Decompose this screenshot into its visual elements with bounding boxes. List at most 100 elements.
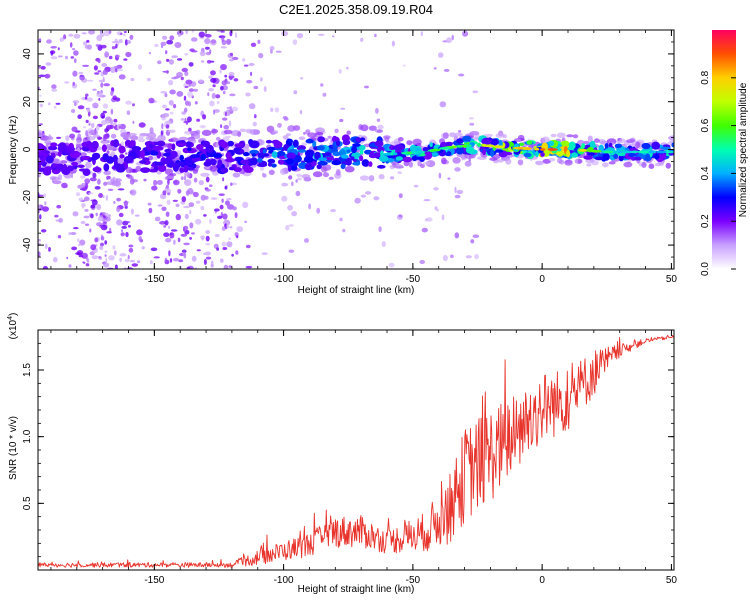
spectrogram-band-blob bbox=[157, 164, 167, 172]
spectrogram-noise-speckle bbox=[254, 114, 257, 119]
spectrogram-noise-speckle bbox=[70, 56, 75, 59]
spectrogram-noise-speckle bbox=[183, 175, 187, 181]
spectrogram-noise-speckle bbox=[222, 213, 228, 220]
spectrogram-noise-speckle bbox=[301, 142, 308, 146]
spectrogram-noise-speckle bbox=[38, 65, 41, 69]
spectrogram-noise-speckle bbox=[281, 182, 289, 187]
spectrogram-noise-speckle bbox=[116, 219, 123, 226]
spectrogram-noise-speckle bbox=[154, 43, 159, 48]
spectrogram-noise-speckle bbox=[172, 179, 180, 186]
spectrogram-band-blob bbox=[444, 152, 451, 156]
spectrogram-noise-speckle bbox=[180, 233, 187, 237]
spectrogram-halo-speckle bbox=[84, 178, 91, 185]
spectrogram-noise-speckle bbox=[377, 124, 384, 130]
spectrogram-noise-speckle bbox=[121, 229, 123, 233]
spectrogram-band-blob bbox=[227, 140, 235, 147]
spectrogram-noise-speckle bbox=[84, 44, 89, 49]
spectrogram-halo-speckle bbox=[102, 136, 107, 141]
spectrogram-noise-speckle bbox=[124, 152, 128, 155]
spectrogram-band-blob bbox=[482, 148, 486, 156]
spectrogram-core-blob bbox=[431, 148, 441, 152]
spectrogram-band-blob bbox=[324, 152, 332, 157]
spectrogram-noise-speckle bbox=[40, 65, 46, 70]
spectrogram-noise-speckle bbox=[94, 237, 99, 243]
spectrogram-noise-speckle bbox=[44, 74, 50, 79]
spectrogram-noise-speckle bbox=[157, 204, 163, 207]
colorbar-gradient bbox=[712, 30, 736, 269]
spectrogram-noise-speckle bbox=[398, 214, 403, 218]
spectrogram-noise-speckle bbox=[340, 107, 346, 110]
spectrogram-band-blob bbox=[200, 153, 206, 161]
spectrogram-noise-speckle bbox=[101, 63, 108, 67]
spectrogram-noise-speckle bbox=[161, 44, 164, 49]
spectrogram-band-blob bbox=[331, 160, 342, 166]
spectrogram-band-blob bbox=[490, 149, 495, 157]
spectrogram-band-blob bbox=[455, 146, 464, 155]
spectrogram-band-blob bbox=[285, 158, 295, 165]
spectrogram-noise-speckle bbox=[48, 247, 51, 252]
spectrogram-noise-speckle bbox=[82, 64, 90, 67]
spectrogram-noise-speckle bbox=[45, 62, 52, 66]
spectrogram-noise-speckle bbox=[85, 130, 89, 137]
spectrogram-noise-speckle bbox=[73, 33, 81, 39]
spectrogram-noise-speckle bbox=[177, 188, 182, 194]
spectrogram-noise-speckle bbox=[82, 41, 88, 46]
spectrogram-noise-speckle bbox=[199, 125, 206, 129]
spectrogram-noise-speckle bbox=[186, 116, 192, 123]
spectrogram-band-blob bbox=[249, 140, 260, 149]
spectrogram-noise-speckle bbox=[230, 52, 233, 56]
spectrogram-noise-speckle bbox=[423, 199, 431, 202]
spectrogram-noise-speckle bbox=[295, 190, 301, 197]
spectrogram-noise-speckle bbox=[102, 103, 109, 109]
spectrogram-noise-speckle bbox=[95, 212, 98, 217]
spectrogram-noise-speckle bbox=[205, 243, 211, 246]
spectrogram-band-blob bbox=[44, 166, 52, 172]
spectrogram-noise-speckle bbox=[381, 241, 386, 248]
spectrogram-noise-speckle bbox=[191, 37, 198, 42]
spectrogram-band-blob bbox=[171, 143, 176, 151]
spectrogram-halo-speckle bbox=[184, 130, 192, 135]
spectrogram-noise-speckle bbox=[281, 195, 288, 202]
spectrogram-halo-speckle bbox=[316, 132, 324, 136]
spectrogram-core-blob bbox=[393, 152, 398, 156]
spectrogram-noise-speckle bbox=[64, 81, 70, 84]
spectrogram-noise-speckle bbox=[447, 177, 451, 180]
spectrogram-noise-speckle bbox=[214, 208, 220, 212]
spectrogram-halo-speckle bbox=[420, 163, 425, 169]
spectrogram-noise-speckle bbox=[43, 193, 46, 198]
spectrogram-noise-speckle bbox=[77, 105, 85, 110]
spectrogram-halo-speckle bbox=[87, 136, 96, 141]
spectrogram-noise-speckle bbox=[165, 237, 172, 243]
spectrogram-noise-speckle bbox=[55, 136, 62, 139]
spectrogram-noise-speckle bbox=[121, 141, 124, 147]
snr-series-line bbox=[38, 334, 674, 568]
spectrogram-noise-speckle bbox=[41, 229, 47, 233]
y-tick-label: -20 bbox=[22, 190, 33, 205]
spectrogram-noise-speckle bbox=[270, 107, 274, 113]
spectrogram-noise-speckle bbox=[112, 123, 117, 125]
spectrogram-noise-speckle bbox=[220, 46, 227, 49]
spectrogram-halo-speckle bbox=[368, 125, 377, 131]
spectrogram-noise-speckle bbox=[117, 188, 125, 191]
spectrogram-noise-speckle bbox=[99, 245, 104, 250]
spectrogram-band-blob bbox=[101, 144, 107, 153]
x-tick-label: 0 bbox=[539, 274, 545, 285]
spectrogram-noise-speckle bbox=[183, 252, 187, 259]
spectrogram-band-blob bbox=[296, 145, 306, 151]
spectrogram-halo-speckle bbox=[586, 163, 592, 167]
spectrogram-noise-speckle bbox=[198, 31, 205, 38]
spectrogram-band-blob bbox=[526, 140, 533, 145]
spectrogram-noise-speckle bbox=[125, 231, 129, 238]
spectrogram-halo-speckle bbox=[548, 157, 556, 162]
spectrogram-noise-speckle bbox=[109, 118, 114, 125]
spectrogram-band-blob bbox=[82, 168, 91, 176]
spectrogram-noise-speckle bbox=[210, 39, 217, 44]
spectrogram-noise-speckle bbox=[98, 98, 101, 101]
spectrogram-halo-speckle bbox=[577, 159, 582, 164]
spectrogram-noise-speckle bbox=[101, 115, 105, 119]
spectrogram-band-blob bbox=[265, 139, 273, 144]
spectrogram-noise-speckle bbox=[243, 64, 249, 67]
spectrogram-band-blob bbox=[359, 149, 364, 155]
spectrogram-noise-speckle bbox=[169, 35, 175, 41]
spectrogram-noise-speckle bbox=[224, 74, 228, 78]
